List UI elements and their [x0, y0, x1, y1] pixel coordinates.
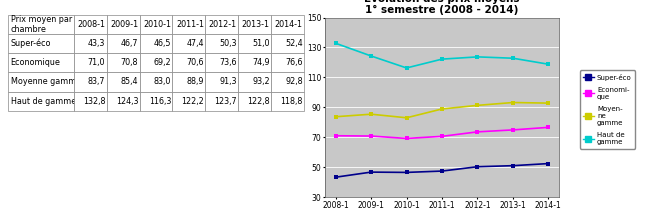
- Title: Evolution des prix moyens
1° semestre (2008 - 2014): Evolution des prix moyens 1° semestre (2…: [364, 0, 520, 15]
- Legend: Super-éco, Economi-
que, Moyen-
ne
gamme, Haut de
gamme: Super-éco, Economi- que, Moyen- ne gamme…: [580, 70, 635, 149]
